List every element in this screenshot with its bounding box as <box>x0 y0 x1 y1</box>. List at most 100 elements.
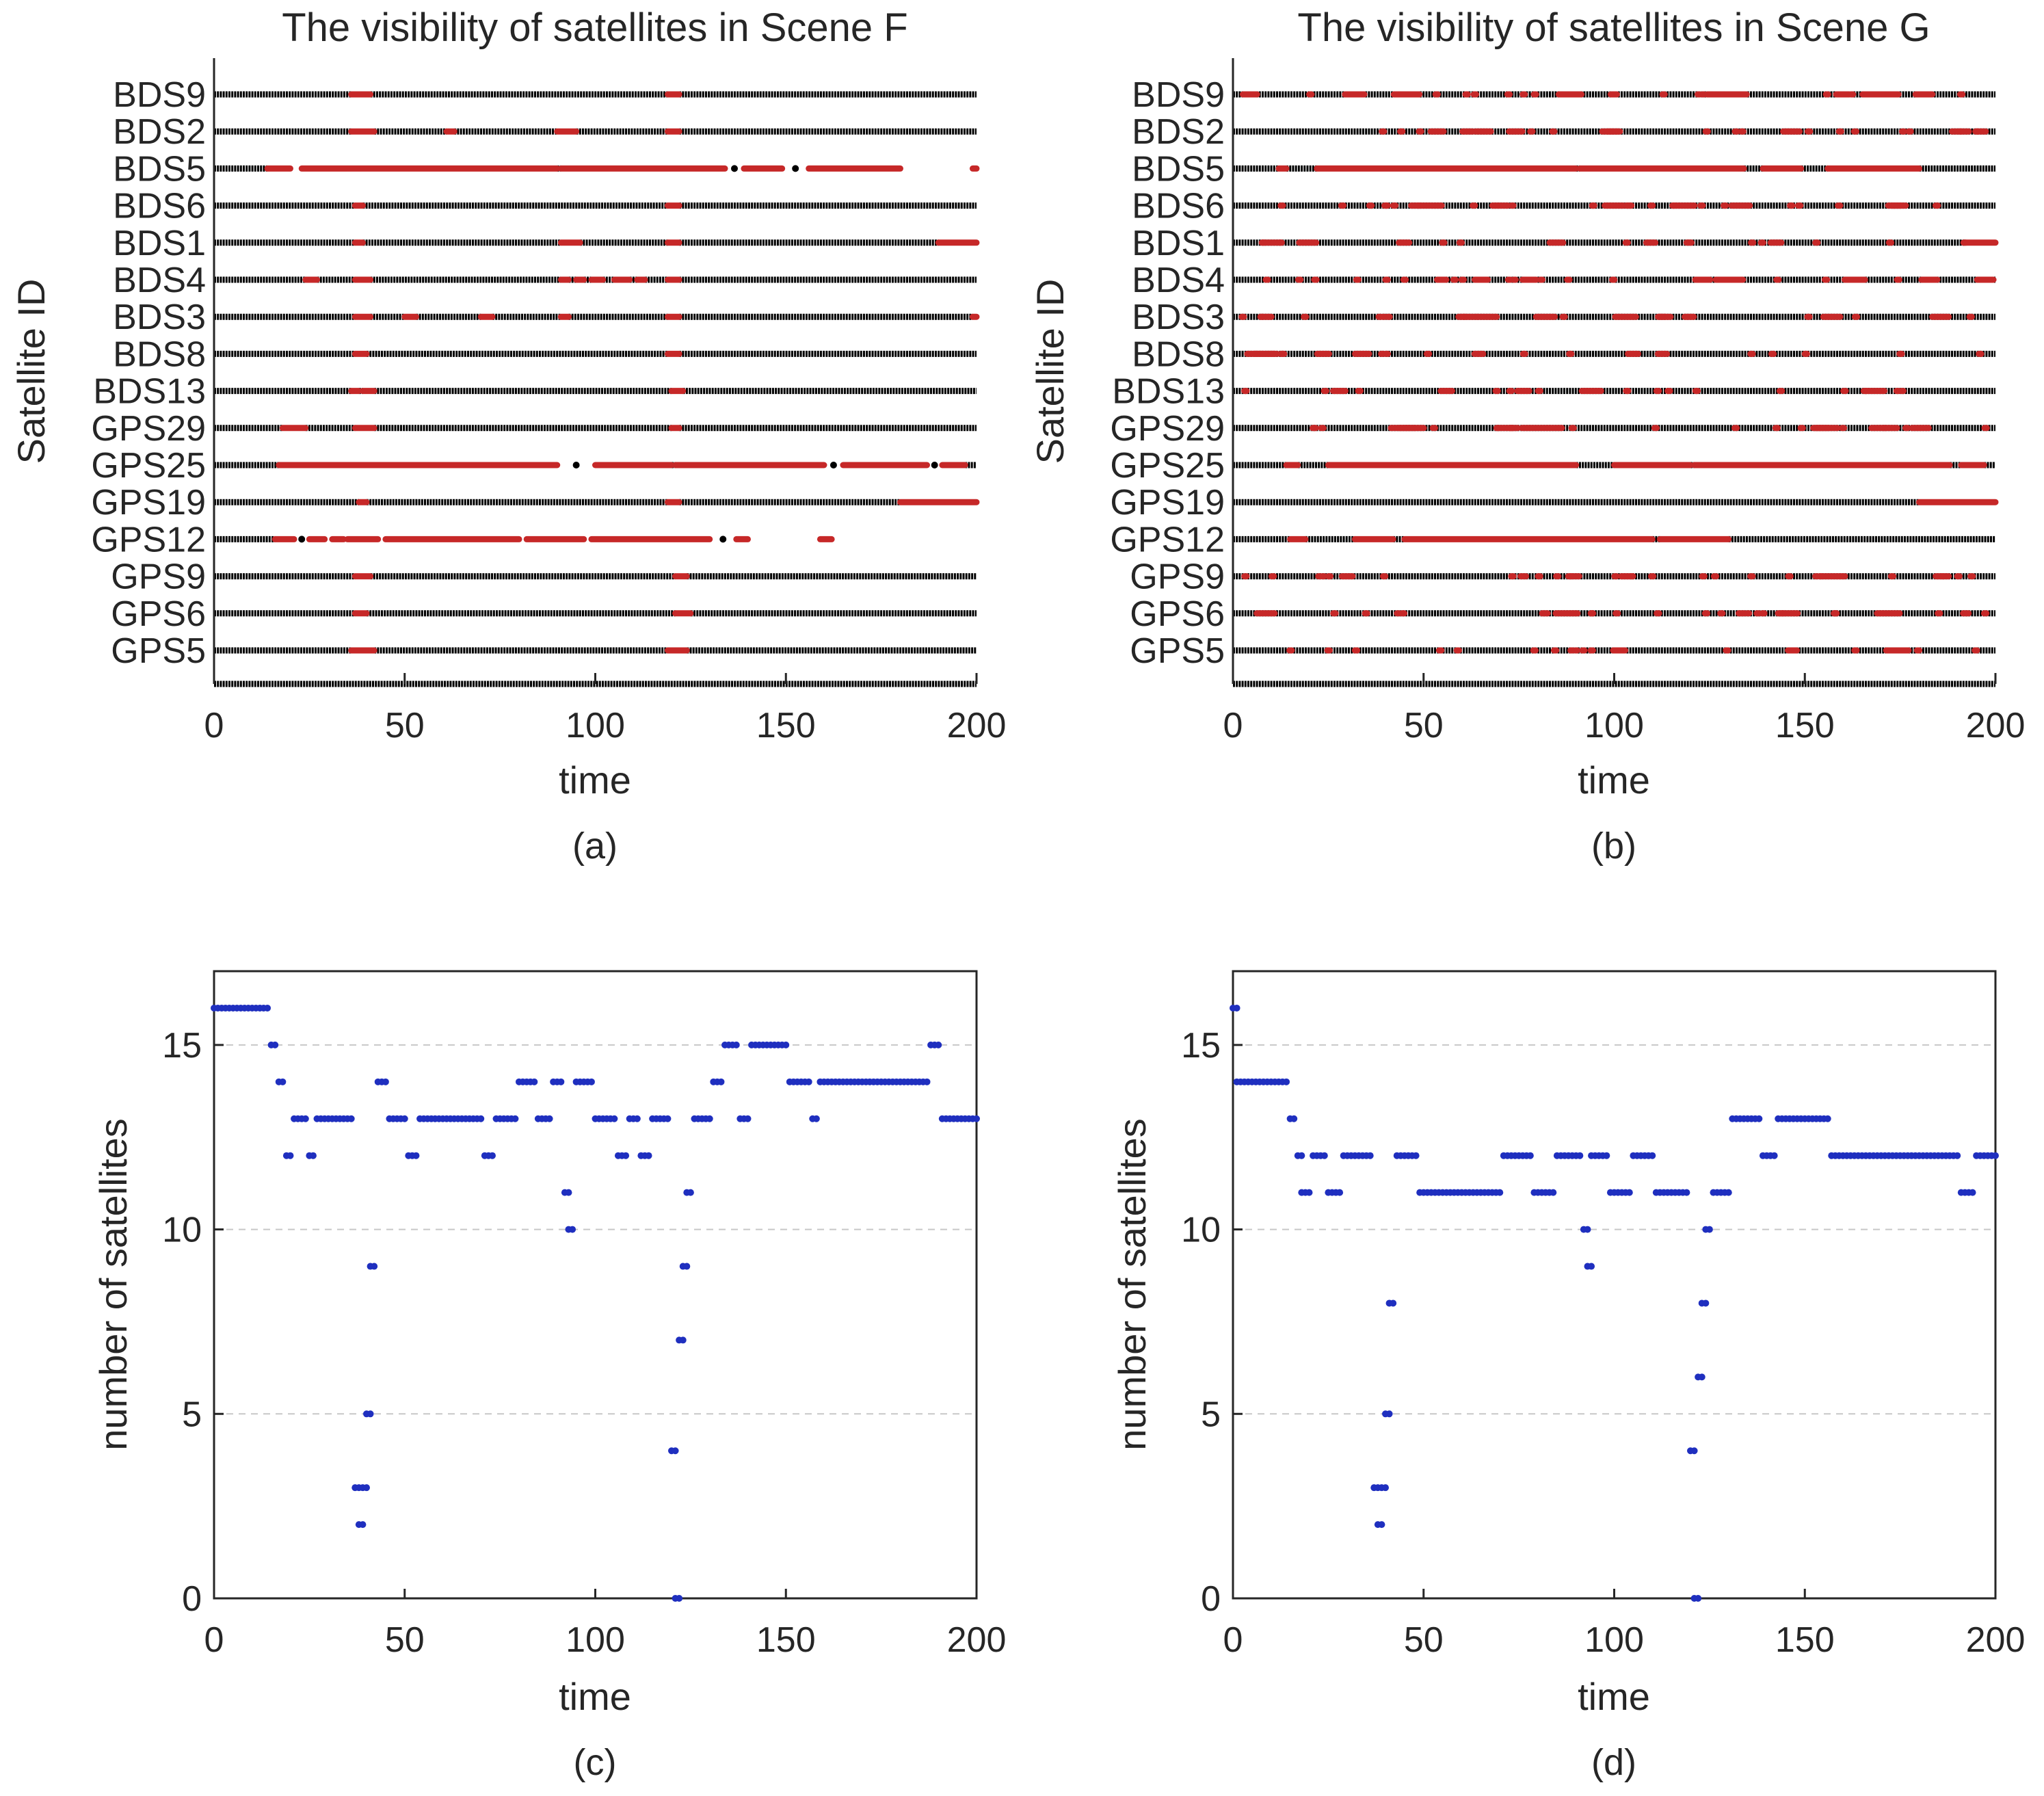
count-point-28-124 <box>1702 1299 1710 1307</box>
count-point-22-93 <box>565 1189 572 1196</box>
x-tick-label-150: 150 <box>1775 1620 1835 1660</box>
satellite-label-gps6: GPS6 <box>111 594 206 634</box>
count-point-12-42 <box>1390 1299 1397 1307</box>
satellite-label-gps9: GPS9 <box>111 557 206 597</box>
visible-point-gps12-6 <box>719 536 727 543</box>
visible-point-bds5-1 <box>730 165 738 172</box>
count-point-1-14 <box>1283 1078 1290 1085</box>
count-point-35-130 <box>706 1115 713 1122</box>
y-tick-label-10: 10 <box>1181 1211 1221 1250</box>
count-point-12-42 <box>371 1263 378 1270</box>
count-point-34-156 <box>1824 1115 1831 1122</box>
count-point-15-70 <box>1496 1189 1504 1196</box>
count-point-21-98 <box>1603 1152 1610 1159</box>
count-point-39-194 <box>1969 1189 1976 1196</box>
count-point-29-125 <box>1705 1226 1713 1233</box>
panel-a-satellite-labels: BDS9BDS2BDS5BDS6BDS1BDS4BDS3BDS8BDS13GPS… <box>91 75 206 671</box>
count-point-25-105 <box>611 1115 618 1122</box>
count-point-33-124 <box>683 1263 691 1270</box>
panel-a-title: The visibility of satellites in Scene F <box>282 5 907 50</box>
count-point-15-53 <box>412 1152 420 1159</box>
satellite-label-bds2: BDS2 <box>1132 112 1225 152</box>
count-point-34-125 <box>687 1189 694 1196</box>
satellite-label-bds6: BDS6 <box>113 187 206 226</box>
satellite-label-gps25: GPS25 <box>91 446 206 486</box>
panel-b-satellite-labels: BDS9BDS2BDS5BDS6BDS1BDS4BDS3BDS8BDS13GPS… <box>1110 75 1225 671</box>
satellite-label-bds9: BDS9 <box>1132 75 1225 115</box>
y-tick-label-5: 5 <box>1201 1395 1221 1434</box>
x-tick-label-100: 100 <box>566 1620 625 1660</box>
count-point-17-73 <box>488 1152 496 1159</box>
panel-b-visibility-scene-g: The visibility of satellites in Scene G … <box>1028 5 2025 867</box>
visible-point-gps25-0 <box>572 462 580 468</box>
satellite-label-bds13: BDS13 <box>93 372 206 412</box>
x-tick-label-150: 150 <box>1775 706 1835 745</box>
count-point-20-94 <box>1588 1263 1595 1270</box>
satellite-label-bds8: BDS8 <box>113 334 206 374</box>
x-tick-label-50: 50 <box>1404 1620 1444 1660</box>
y-tick-label-5: 5 <box>182 1395 202 1434</box>
count-point-38-190 <box>1954 1152 1961 1159</box>
count-point-26-122 <box>1695 1595 1702 1602</box>
count-point-4-20 <box>1305 1189 1313 1196</box>
x-tick-label-150: 150 <box>756 706 816 745</box>
count-point-11-41 <box>1385 1410 1393 1418</box>
count-point-13-48 <box>1412 1152 1420 1159</box>
x-tick-label-0: 0 <box>204 1620 224 1660</box>
panel-a-label: (a) <box>572 826 618 867</box>
count-point-40-200 <box>1992 1152 1999 1159</box>
count-point-18-79 <box>512 1115 519 1122</box>
count-point-24-119 <box>1683 1189 1690 1196</box>
satellite-label-bds8: BDS8 <box>1132 334 1225 374</box>
satellite-label-bds5: BDS5 <box>113 149 206 189</box>
count-point-0-1 <box>1233 1004 1240 1012</box>
count-point-17-84 <box>1550 1189 1557 1196</box>
x-tick-label-100: 100 <box>1584 706 1644 745</box>
satellite-label-bds4: BDS4 <box>1132 261 1225 300</box>
count-point-41-156 <box>805 1078 812 1085</box>
count-point-6-28 <box>1336 1189 1344 1196</box>
x-tick-label-50: 50 <box>385 706 425 745</box>
panel-d-gridlines <box>1233 1044 1995 1415</box>
count-point-32-123 <box>679 1336 687 1344</box>
count-point-23-94 <box>569 1226 576 1233</box>
count-point-42-158 <box>812 1115 820 1122</box>
count-point-29-119 <box>664 1115 672 1122</box>
panel-b-title: The visibility of satellites in Scene G <box>1297 5 1930 50</box>
count-point-16-70 <box>477 1115 485 1122</box>
count-point-23-110 <box>1649 1152 1656 1159</box>
count-point-32-142 <box>1770 1152 1778 1159</box>
satellite-label-bds9: BDS9 <box>113 75 206 115</box>
satellite-label-gps29: GPS29 <box>91 409 206 449</box>
count-point-1-16 <box>271 1041 279 1048</box>
count-point-10-40 <box>1382 1484 1389 1492</box>
panel-a-x-ticks: 0 50 100 150 200 <box>204 58 1007 745</box>
count-point-26-108 <box>622 1152 630 1159</box>
x-tick-label-200: 200 <box>947 706 1007 745</box>
panel-d-label: (d) <box>1591 1742 1636 1783</box>
count-point-28-114 <box>645 1152 652 1159</box>
count-point-0-14 <box>264 1004 271 1012</box>
count-point-25-121 <box>1690 1447 1698 1455</box>
count-point-5-24 <box>1320 1152 1328 1159</box>
count-point-14-50 <box>401 1115 408 1122</box>
panel-b-label: (b) <box>1591 826 1636 867</box>
y-tick-label-10: 10 <box>162 1211 202 1250</box>
visible-point-bds5-2 <box>792 165 799 172</box>
count-point-38-140 <box>744 1115 752 1122</box>
count-point-20-88 <box>546 1115 553 1122</box>
count-point-2-16 <box>1290 1115 1298 1122</box>
satellite-label-bds3: BDS3 <box>113 298 206 337</box>
count-point-4-24 <box>302 1115 309 1122</box>
panel-a-timeline-marks <box>214 91 980 654</box>
panel-a-xlabel: time <box>559 758 631 802</box>
satellite-label-bds6: BDS6 <box>1132 187 1225 226</box>
count-point-31-122 <box>676 1595 683 1602</box>
count-point-45-187 <box>923 1078 931 1085</box>
y-tick-label-0: 0 <box>182 1579 202 1619</box>
x-tick-label-0: 0 <box>204 706 224 745</box>
